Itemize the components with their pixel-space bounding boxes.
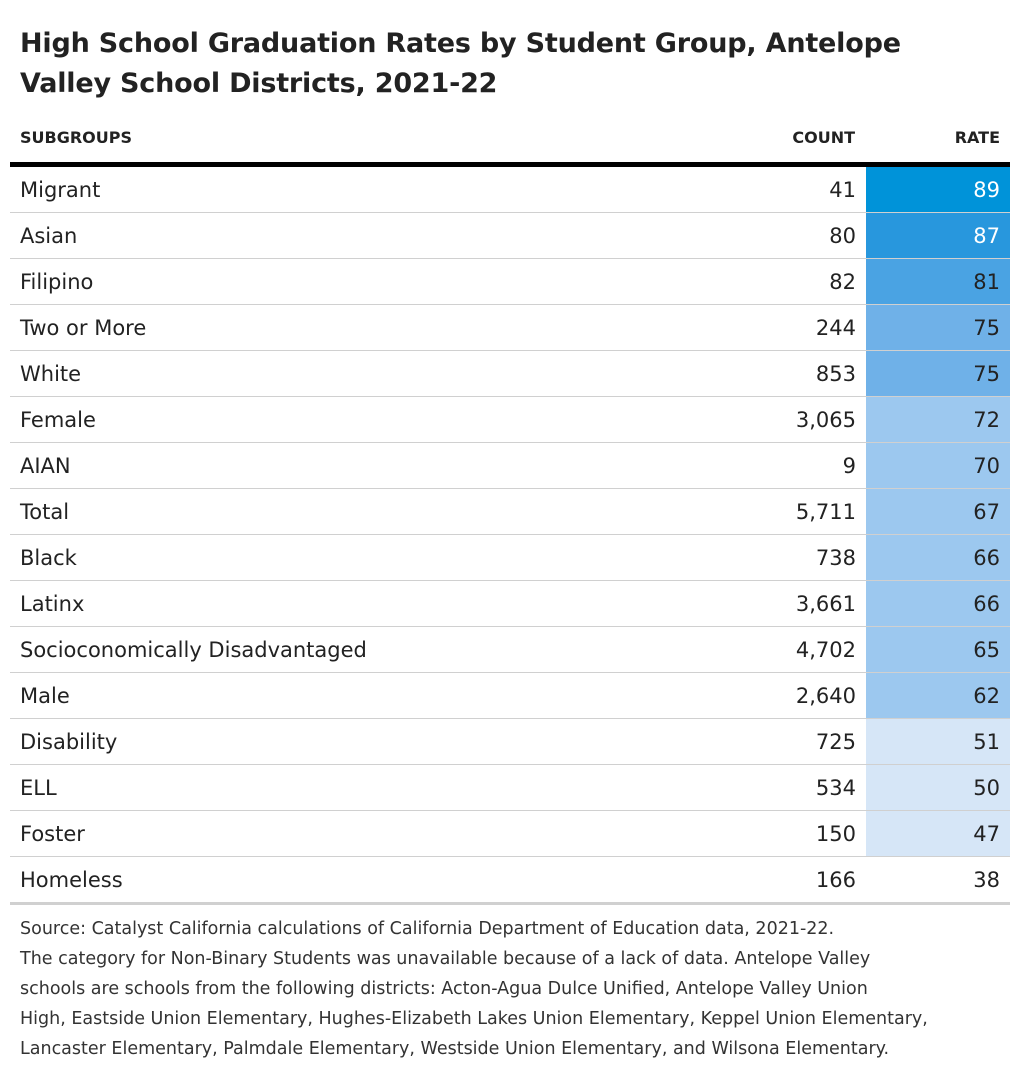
table-row: Latinx 3,661 66 <box>10 581 1010 627</box>
cell-subgroup: Migrant <box>20 178 101 202</box>
cell-subgroup: Homeless <box>20 868 123 892</box>
table-row: Migrant 41 89 <box>10 167 1010 213</box>
cell-subgroup: Disability <box>20 730 118 754</box>
cell-rate: 65 <box>866 627 1010 672</box>
table-body: Migrant 41 89 Asian 80 87 Filipino 82 81 Two or M… <box>10 167 1010 905</box>
table-row: Foster 150 47 <box>10 811 1010 857</box>
table-row: Total 5,711 67 <box>10 489 1010 535</box>
cell-subgroup: Two or More <box>20 316 147 340</box>
table-row: ELL 534 50 <box>10 765 1010 811</box>
cell-rate: 38 <box>866 857 1010 902</box>
header-count: COUNT <box>792 128 855 147</box>
chart-title: High School Graduation Rates by Student … <box>20 28 901 99</box>
cell-subgroup: AIAN <box>20 454 71 478</box>
source-line: schools are schools from the following d… <box>20 979 868 999</box>
table-row: Two or More 244 75 <box>10 305 1010 351</box>
header-subgroups: SUBGROUPS <box>20 128 133 147</box>
cell-count: 41 <box>829 178 856 202</box>
cell-rate: 47 <box>866 811 1010 856</box>
data-table: SUBGROUPS COUNT RATE Migrant 41 89 Asian 80 8… <box>10 118 1010 905</box>
table-row: Female 3,065 72 <box>10 397 1010 443</box>
table-header: SUBGROUPS COUNT RATE <box>10 118 1010 167</box>
cell-rate: 66 <box>866 535 1010 580</box>
cell-count: 150 <box>815 822 856 846</box>
cell-count: 853 <box>815 362 856 386</box>
table-row: Homeless 166 38 <box>10 857 1010 905</box>
cell-count: 82 <box>829 270 856 294</box>
cell-subgroup: Latinx <box>20 592 85 616</box>
cell-rate: 67 <box>866 489 1010 534</box>
cell-rate: 70 <box>866 443 1010 488</box>
cell-count: 3,661 <box>795 592 856 616</box>
cell-count: 3,065 <box>795 408 856 432</box>
table-row: Black 738 66 <box>10 535 1010 581</box>
table-row: Male 2,640 62 <box>10 673 1010 719</box>
cell-count: 4,702 <box>795 638 856 662</box>
table-row: AIAN 9 70 <box>10 443 1010 489</box>
cell-count: 166 <box>815 868 856 892</box>
cell-subgroup: White <box>20 362 82 386</box>
cell-rate: 50 <box>866 765 1010 810</box>
cell-subgroup: Female <box>20 408 96 432</box>
cell-count: 738 <box>815 546 856 570</box>
source-line: Lancaster Elementary, Palmdale Elementar… <box>20 1039 890 1059</box>
cell-subgroup: Filipino <box>20 270 94 294</box>
source-line: The category for Non-Binary Students was… <box>20 949 871 969</box>
header-rate: RATE <box>954 128 1000 147</box>
table-row: White 853 75 <box>10 351 1010 397</box>
cell-subgroup: Male <box>20 684 70 708</box>
cell-rate: 72 <box>866 397 1010 442</box>
cell-rate: 51 <box>866 719 1010 764</box>
cell-subgroup: Black <box>20 546 77 570</box>
cell-count: 725 <box>815 730 856 754</box>
cell-count: 5,711 <box>795 500 856 524</box>
cell-rate: 75 <box>866 305 1010 350</box>
cell-count: 244 <box>815 316 856 340</box>
cell-subgroup: Total <box>20 500 70 524</box>
cell-subgroup: Foster <box>20 822 85 846</box>
source-line: Source: Catalyst California calculations… <box>20 919 835 939</box>
cell-rate: 66 <box>866 581 1010 626</box>
table-row: Socioconomically Disadvantaged 4,702 65 <box>10 627 1010 673</box>
cell-count: 80 <box>829 224 856 248</box>
cell-rate: 81 <box>866 259 1010 304</box>
cell-rate: 75 <box>866 351 1010 396</box>
cell-count: 2,640 <box>795 684 856 708</box>
table-row: Filipino 82 81 <box>10 259 1010 305</box>
cell-subgroup: Socioconomically Disadvantaged <box>20 638 367 662</box>
cell-count: 534 <box>815 776 856 800</box>
cell-rate: 62 <box>866 673 1010 718</box>
cell-subgroup: ELL <box>20 776 57 800</box>
source-note: Source: Catalyst California calculations… <box>20 914 1005 1064</box>
source-line: High, Eastside Union Elementary, Hughes-… <box>20 1009 928 1029</box>
cell-subgroup: Asian <box>20 224 78 248</box>
table-row: Asian 80 87 <box>10 213 1010 259</box>
table-row: Disability 725 51 <box>10 719 1010 765</box>
cell-rate: 87 <box>866 213 1010 258</box>
cell-rate: 89 <box>866 167 1010 212</box>
cell-count: 9 <box>842 454 856 478</box>
